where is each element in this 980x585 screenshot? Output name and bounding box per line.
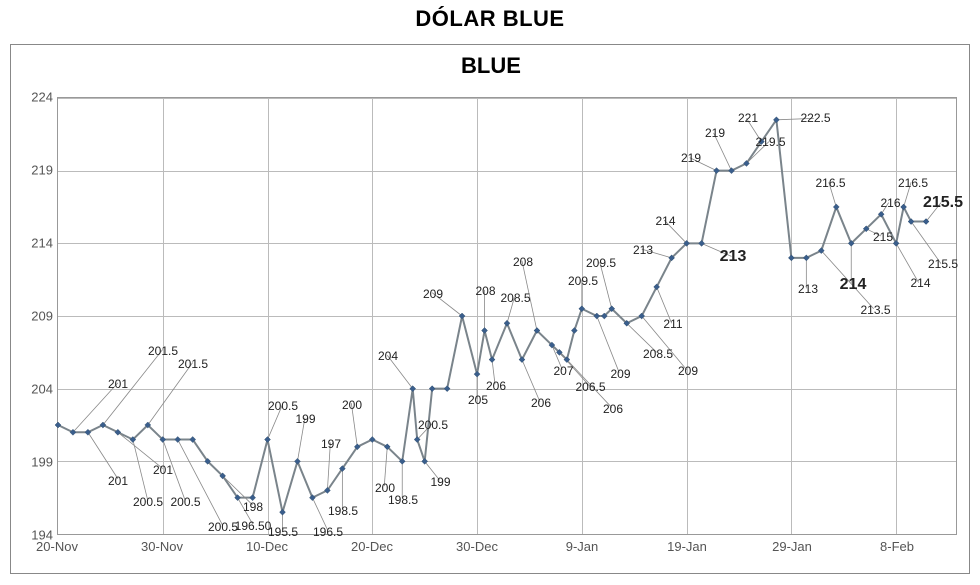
- x-tick-label: 20-Nov: [36, 539, 78, 554]
- page: DÓLAR BLUE BLUE 194 199 204 209 214 219 …: [0, 0, 980, 585]
- x-tick-label: 30-Dec: [456, 539, 498, 554]
- page-title: DÓLAR BLUE: [0, 6, 980, 32]
- chart-series: [58, 98, 956, 534]
- plot-area: 201201201.5201200.5201.5200.5200.5198196…: [57, 97, 957, 535]
- y-tick-label: 204: [13, 382, 53, 397]
- chart-title: BLUE: [11, 53, 971, 79]
- x-tick-label: 29-Jan: [772, 539, 812, 554]
- x-tick-label: 19-Jan: [667, 539, 707, 554]
- y-tick-label: 209: [13, 309, 53, 324]
- x-tick-label: 8-Feb: [880, 539, 914, 554]
- y-tick-label: 199: [13, 455, 53, 470]
- chart-container: BLUE 194 199 204 209 214 219 224 20-Nov …: [10, 44, 970, 574]
- x-tick-label: 10-Dec: [246, 539, 288, 554]
- y-tick-label: 224: [13, 90, 53, 105]
- x-tick-label: 20-Dec: [351, 539, 393, 554]
- y-tick-label: 219: [13, 163, 53, 178]
- x-tick-label: 9-Jan: [566, 539, 599, 554]
- y-tick-label: 214: [13, 236, 53, 251]
- x-tick-label: 30-Nov: [141, 539, 183, 554]
